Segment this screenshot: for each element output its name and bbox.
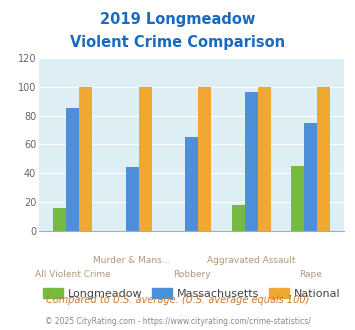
Bar [126, 167, 139, 231]
Bar [291, 166, 304, 231]
Bar [66, 108, 79, 231]
Bar [198, 86, 211, 231]
Bar [53, 208, 66, 231]
Bar [185, 137, 198, 231]
Text: Rape: Rape [299, 270, 322, 279]
Text: Murder & Mans...: Murder & Mans... [93, 256, 171, 265]
Bar [245, 92, 258, 231]
Legend: Longmeadow, Massachusetts, National: Longmeadow, Massachusetts, National [38, 283, 345, 303]
Bar [304, 123, 317, 231]
Bar [79, 86, 92, 231]
Bar [139, 86, 152, 231]
Text: All Violent Crime: All Violent Crime [35, 270, 110, 279]
Bar [231, 205, 245, 231]
Text: Aggravated Assault: Aggravated Assault [207, 256, 295, 265]
Text: 2019 Longmeadow: 2019 Longmeadow [100, 12, 255, 26]
Bar [317, 86, 331, 231]
Text: Robbery: Robbery [173, 270, 211, 279]
Bar [258, 86, 271, 231]
Text: Violent Crime Comparison: Violent Crime Comparison [70, 35, 285, 50]
Text: © 2025 CityRating.com - https://www.cityrating.com/crime-statistics/: © 2025 CityRating.com - https://www.city… [45, 317, 310, 326]
Text: Compared to U.S. average. (U.S. average equals 100): Compared to U.S. average. (U.S. average … [46, 295, 309, 305]
